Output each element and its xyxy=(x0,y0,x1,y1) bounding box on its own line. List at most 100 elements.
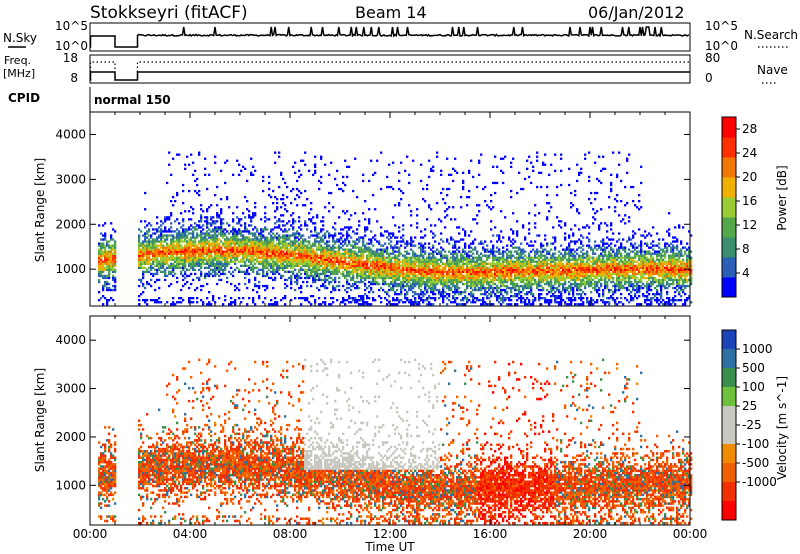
power-cell xyxy=(408,286,411,290)
power-cell xyxy=(352,299,355,302)
power-cell xyxy=(522,252,525,255)
power-cell xyxy=(394,270,397,273)
power-cell xyxy=(412,262,415,265)
power-cell xyxy=(310,262,313,265)
power-cell xyxy=(338,266,341,269)
power-cell xyxy=(180,266,183,269)
power-cell xyxy=(156,268,159,271)
power-cell xyxy=(332,256,335,259)
power-cell xyxy=(246,256,249,259)
power-cell xyxy=(178,264,181,267)
power-cell xyxy=(142,246,145,249)
power-cell xyxy=(214,244,217,247)
power-cell xyxy=(454,258,457,261)
power-cell xyxy=(510,303,513,306)
power-cell xyxy=(206,232,209,235)
power-cell xyxy=(178,250,181,253)
power-cell xyxy=(370,264,373,267)
power-cell xyxy=(308,260,311,263)
power-cell xyxy=(378,242,381,245)
power-cell xyxy=(370,274,373,278)
power-cell xyxy=(394,204,397,207)
power-cell xyxy=(236,206,239,209)
power-cell xyxy=(462,276,465,280)
power-cell xyxy=(162,252,165,255)
power-cell xyxy=(496,262,499,265)
power-cell xyxy=(398,278,401,282)
power-cell xyxy=(202,262,205,265)
power-cell xyxy=(358,268,361,271)
power-cell xyxy=(366,286,369,290)
power-cell xyxy=(160,238,163,241)
power-cell xyxy=(328,282,331,286)
power-cell xyxy=(330,272,333,276)
power-cell xyxy=(462,185,465,189)
power-cell xyxy=(386,266,389,269)
power-cell xyxy=(470,295,473,298)
power-cell xyxy=(528,155,531,158)
power-cell xyxy=(290,246,293,249)
power-cell xyxy=(324,303,327,306)
power-cell xyxy=(114,250,117,253)
power-cell xyxy=(426,256,429,259)
power-cell xyxy=(454,301,457,304)
power-cell xyxy=(442,286,445,290)
power-cell xyxy=(276,226,279,229)
power-cell xyxy=(320,254,323,257)
power-cell xyxy=(350,236,353,239)
power-cell xyxy=(328,250,331,253)
power-cell xyxy=(216,256,219,259)
power-cell xyxy=(340,232,343,235)
power-cell xyxy=(234,258,237,261)
power-cell xyxy=(362,236,365,239)
power-cell xyxy=(472,282,475,286)
power-cell xyxy=(244,270,247,273)
power-cell xyxy=(208,301,211,304)
power-cell xyxy=(524,284,527,288)
power-cell xyxy=(436,252,439,255)
power-cell xyxy=(148,234,151,237)
power-cell xyxy=(366,260,369,263)
power-cell xyxy=(224,254,227,257)
power-cell xyxy=(314,234,317,237)
power-cell xyxy=(424,282,427,286)
power-cell xyxy=(424,242,427,245)
power-cell xyxy=(530,260,533,263)
power-cell xyxy=(286,260,289,263)
power-cell xyxy=(256,236,259,239)
power-cell xyxy=(164,220,167,223)
power-cell xyxy=(194,169,197,172)
power-cell xyxy=(374,274,377,278)
power-cell xyxy=(160,250,163,253)
power-cell xyxy=(432,282,435,286)
power-cell xyxy=(494,278,497,282)
power-cell xyxy=(486,258,489,261)
power-cell xyxy=(150,250,153,253)
power-cell xyxy=(392,272,395,276)
power-cell xyxy=(162,258,165,261)
power-cell xyxy=(538,280,541,284)
power-cell xyxy=(288,252,291,255)
power-cell xyxy=(402,238,405,241)
power-cell xyxy=(516,246,519,249)
power-cell xyxy=(278,185,281,189)
power-cell xyxy=(420,254,423,257)
power-cell xyxy=(518,276,521,280)
power-cell xyxy=(508,297,511,300)
power-cell xyxy=(256,284,259,288)
power-cell xyxy=(536,282,539,286)
power-cell xyxy=(288,242,291,245)
power-cell xyxy=(278,256,281,259)
power-cell xyxy=(346,210,349,213)
power-cell xyxy=(412,301,415,304)
power-cell xyxy=(414,266,417,269)
power-cell xyxy=(526,167,529,170)
power-cell xyxy=(360,258,363,261)
power-cell xyxy=(404,274,407,278)
power-cell xyxy=(278,264,281,267)
power-cell xyxy=(300,276,303,280)
power-cell xyxy=(168,246,171,249)
power-cell xyxy=(386,272,389,276)
power-cell xyxy=(298,256,301,259)
power-cell xyxy=(218,278,221,282)
